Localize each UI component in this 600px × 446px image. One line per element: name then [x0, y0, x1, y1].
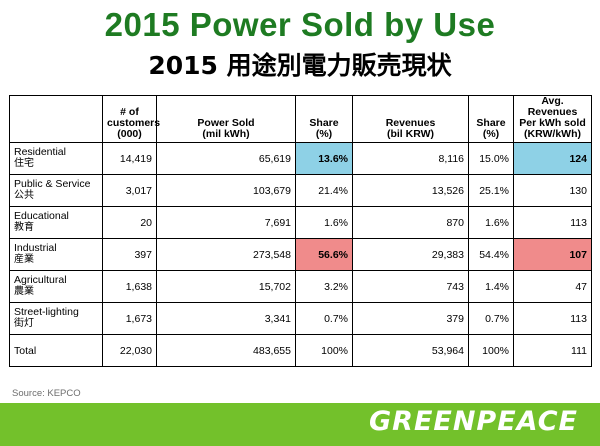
cell-share-rev: 100% — [468, 334, 514, 367]
column-header-line: customers — [107, 117, 161, 129]
cell-share-rev: 0.7% — [468, 302, 514, 335]
cell-customers: 397 — [102, 238, 157, 271]
cell-share-power: 3.2% — [295, 270, 353, 303]
cell-power-sold: 7,691 — [156, 206, 296, 239]
cell-avg: 107 — [513, 238, 592, 271]
cell-share-power: 21.4% — [295, 174, 353, 207]
cell-avg: 113 — [513, 302, 592, 335]
cell-revenues: 8,116 — [352, 142, 469, 175]
cell-share-rev: 54.4% — [468, 238, 514, 271]
row-label-zh: 住宅 — [14, 158, 34, 169]
column-header: Avg. Revenues Per kWh sold (KRW/kWh) — [513, 95, 592, 143]
row-label: Residential 住宅 — [9, 142, 103, 175]
column-header: Share (%) — [468, 95, 514, 143]
cell-revenues: 13,526 — [352, 174, 469, 207]
cell-power-sold: 3,341 — [156, 302, 296, 335]
cell-revenues: 743 — [352, 270, 469, 303]
footer-bar — [0, 403, 600, 446]
column-header-line: Share — [476, 117, 506, 129]
row-label-en: Residential — [14, 146, 66, 158]
table-row: Residential 住宅 14,419 65,619 13.6% 8,116 15.0%… — [9, 142, 592, 175]
cell-share-rev: 1.6% — [468, 206, 514, 239]
cell-share-power: 0.7% — [295, 302, 353, 335]
cell-avg: 124 — [513, 142, 592, 175]
row-label-zh: 農業 — [14, 286, 34, 297]
column-header-line: Avg. Revenues — [527, 95, 578, 118]
cell-customers: 1,638 — [102, 270, 157, 303]
column-header-line: (000) — [117, 128, 142, 140]
cell-avg: 130 — [513, 174, 592, 207]
row-label-en: Street-lighting — [14, 306, 79, 318]
row-label-zh: 街灯 — [14, 318, 34, 329]
column-header-line: (bil KRW) — [386, 128, 435, 140]
table-row: Street-lighting 街灯 1,673 3,341 0.7% 379 0.7% 11… — [9, 302, 592, 335]
column-header-line: Revenues — [385, 117, 436, 129]
row-label: Agricultural 農業 — [9, 270, 103, 303]
cell-power-sold: 273,548 — [156, 238, 296, 271]
column-header: Revenues (bil KRW) — [352, 95, 469, 143]
row-label: Public & Service 公共 — [9, 174, 103, 207]
cell-share-rev: 1.4% — [468, 270, 514, 303]
column-header-line: Power Sold — [197, 117, 255, 129]
table-body: Residential 住宅 14,419 65,619 13.6% 8,116 15.0%… — [9, 142, 592, 367]
cell-share-power: 1.6% — [295, 206, 353, 239]
cell-power-sold: 65,619 — [156, 142, 296, 175]
table-row: Agricultural 農業 1,638 15,702 3.2% 743 1.4% 47 — [9, 270, 592, 303]
table-row: Educational 教育 20 7,691 1.6% 870 1.6% 113 — [9, 206, 592, 239]
cell-avg: 47 — [513, 270, 592, 303]
column-header-line: (%) — [315, 128, 333, 140]
row-label-en: Agricultural — [14, 274, 67, 286]
column-header-line: (%) — [482, 128, 500, 140]
cell-customers: 1,673 — [102, 302, 157, 335]
cell-power-sold: 483,655 — [156, 334, 296, 367]
cell-share-rev: 15.0% — [468, 142, 514, 175]
cell-revenues: 53,964 — [352, 334, 469, 367]
row-label-zh: 産業 — [14, 254, 34, 265]
column-header-line: Per kWh sold — [519, 117, 586, 129]
cell-share-power: 56.6% — [295, 238, 353, 271]
row-label-en: Total — [14, 344, 37, 357]
cell-customers: 14,419 — [102, 142, 157, 175]
cell-avg: 111 — [513, 334, 592, 367]
row-label-en: Educational — [14, 210, 69, 222]
cell-power-sold: 103,679 — [156, 174, 296, 207]
page-title: 2015 Power Sold by Use — [104, 6, 496, 43]
cell-revenues: 379 — [352, 302, 469, 335]
row-label-zh: 教育 — [14, 222, 34, 233]
column-header-line: (KRW/kWh) — [524, 128, 581, 140]
row-label-en: Industrial — [14, 242, 57, 254]
column-header-line: (mil kWh) — [202, 128, 250, 140]
row-label-zh: 公共 — [14, 190, 34, 201]
cell-power-sold: 15,702 — [156, 270, 296, 303]
cell-share-power: 100% — [295, 334, 353, 367]
greenpeace-logo: GREENPEACE — [369, 406, 578, 437]
row-label: Industrial 産業 — [9, 238, 103, 271]
table-row: Public & Service 公共 3,017 103,679 21.4% 13,52… — [9, 174, 592, 207]
column-header — [9, 95, 103, 143]
cell-customers: 20 — [102, 206, 157, 239]
column-header-line: Share — [309, 117, 339, 129]
row-label-en: Public & Service — [14, 178, 91, 190]
cell-customers: 22,030 — [102, 334, 157, 367]
row-label: Educational 教育 — [9, 206, 103, 239]
table-header-row: # of customers (000) Power Sold (mil kWh) Sha… — [9, 95, 592, 143]
table-row: Total 22,030 483,655 100% 53,964 100% 111 — [9, 334, 592, 367]
cell-share-power: 13.6% — [295, 142, 353, 175]
cell-share-rev: 25.1% — [468, 174, 514, 207]
page-subtitle: 2015 用途別電力販売現状 — [148, 51, 452, 80]
row-label: Street-lighting 街灯 — [9, 302, 103, 335]
column-header: Share (%) — [295, 95, 353, 143]
cell-avg: 113 — [513, 206, 592, 239]
source-note: Source: KEPCO — [12, 388, 81, 399]
cell-revenues: 29,383 — [352, 238, 469, 271]
column-header: Power Sold (mil kWh) — [156, 95, 296, 143]
cell-customers: 3,017 — [102, 174, 157, 207]
table-row: Industrial 産業 397 273,548 56.6% 29,383 54.4% 10… — [9, 238, 592, 271]
cell-revenues: 870 — [352, 206, 469, 239]
row-label: Total — [9, 334, 103, 367]
column-header-line: # of — [120, 106, 139, 118]
column-header: # of customers (000) — [102, 95, 161, 143]
power-sold-table: # of customers (000) Power Sold (mil kWh) Sha… — [9, 95, 592, 367]
